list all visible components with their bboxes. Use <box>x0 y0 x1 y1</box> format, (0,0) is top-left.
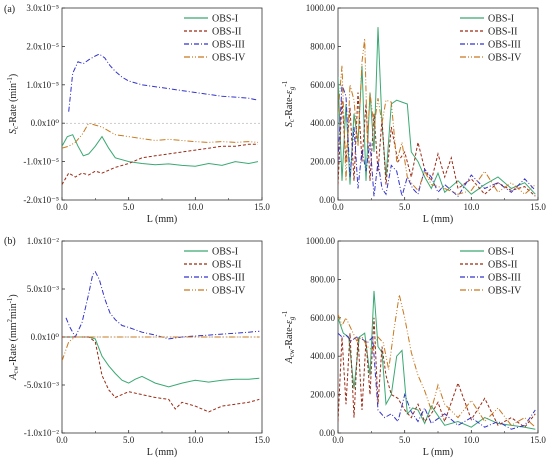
x-axis-label: L (mm) <box>147 214 177 225</box>
series-line-obs-ii <box>338 317 536 428</box>
y-tick-label: 1000.00 <box>306 3 336 13</box>
y-tick-label: 600.00 <box>310 80 335 90</box>
x-tick-label: 15.0 <box>530 435 546 445</box>
svg-text:Acw-Rate (mm2min-1): Acw-Rate (mm2min-1) <box>6 294 20 381</box>
x-tick-label: 5.0 <box>399 202 411 212</box>
y-tick-label: 1.0x10⁻⁵ <box>26 80 59 90</box>
x-axis-label: L (mm) <box>423 214 453 225</box>
series-line-obs-iii <box>338 332 536 430</box>
x-tick-label: 10.0 <box>187 202 203 212</box>
series-group <box>338 290 536 430</box>
series-line-obs-i <box>62 336 260 388</box>
x-tick-label: 5.0 <box>123 435 135 445</box>
legend-entry: OBS-II <box>488 27 517 38</box>
legend-entry: OBS-I <box>212 247 238 258</box>
y-axis-label: Sc-Rate (min-1)S_c-Rate (min⁻¹) <box>6 74 20 134</box>
svg-text:Acw-Rate-εg-1: Acw-Rate-εg-1 <box>281 310 296 364</box>
chart-a-right: 0.0 5.0 10.0 15.0 0.00 200.00 400.00 600.00 800.… <box>281 3 546 225</box>
x-tick-label: 5.0 <box>399 435 411 445</box>
series-line-obs-iv <box>62 122 259 149</box>
series-line-obs-ii <box>338 92 536 197</box>
y-axis-label: Acw-Rate (mm2min-1)A_cw-Rate (mm²min⁻¹) <box>6 294 20 381</box>
y-tick-label: 200.00 <box>310 390 335 400</box>
svg-text:Sc-Rate-εg-1: Sc-Rate-εg-1 <box>281 80 296 127</box>
legend-entry: OBS-II <box>212 260 241 271</box>
series-line-obs-iv <box>338 38 536 195</box>
legend-entry: OBS-IV <box>488 286 522 297</box>
y-axis-label: Sc-Rate-εg-1S_c-Rate-ε_g^(-1) <box>281 80 296 127</box>
legend-entry: OBS-IV <box>212 286 246 297</box>
panel-label-b: (b) <box>4 236 16 247</box>
chart-b-left: 0.0 5.0 10.0 15.0 -1.0x10⁻² -5.0x10⁻³ 0.0x10⁰ 5… <box>6 236 270 458</box>
series-line-obs-iii <box>338 84 536 197</box>
legend-entry: OBS-II <box>212 27 241 38</box>
y-tick-label: 0.0x10⁰ <box>31 332 60 342</box>
y-tick-label: 600.00 <box>310 313 335 323</box>
x-tick-label: 0.0 <box>332 202 344 212</box>
x-tick-label: 10.0 <box>463 202 479 212</box>
y-tick-label: 400.00 <box>310 118 335 128</box>
x-tick-label: 10.0 <box>463 435 479 445</box>
x-tick-label: 0.0 <box>56 202 68 212</box>
chart-a-left: 0.0 5.0 10.0 15.0 -2.0x10⁻⁵ -1.0x10⁻⁵ 0.0x10⁰ 1… <box>6 3 270 225</box>
x-axis-label: L (mm) <box>423 447 453 458</box>
series-line-obs-i <box>62 134 259 167</box>
legend-entry: OBS-I <box>488 247 514 258</box>
legend-entry: OBS-I <box>488 14 514 25</box>
series-line-obs-i <box>338 290 536 430</box>
y-tick-label: 0.0x10⁰ <box>31 118 60 128</box>
y-tick-label: 200.00 <box>310 157 335 167</box>
series-line-obs-iv <box>62 336 260 362</box>
series-group <box>338 27 536 197</box>
legend-entry: OBS-II <box>488 260 517 271</box>
panel-label-a: (a) <box>4 4 15 15</box>
series-line-obs-ii <box>62 336 260 413</box>
x-tick-label: 10.0 <box>187 435 203 445</box>
y-tick-label: -1.0x10⁻⁵ <box>23 157 59 167</box>
legend-entry: OBS-III <box>212 273 245 284</box>
y-tick-label: 5.0x10⁻³ <box>27 284 60 294</box>
x-tick-label: 0.0 <box>56 435 68 445</box>
series-line-obs-iii <box>68 53 259 112</box>
x-tick-label: 15.0 <box>254 435 270 445</box>
series-group <box>62 53 259 185</box>
y-tick-label: 1000.00 <box>306 236 336 246</box>
x-tick-label: 15.0 <box>254 202 270 212</box>
y-tick-label: 0.00 <box>319 428 335 438</box>
y-tick-label: -5.0x10⁻³ <box>24 380 59 390</box>
y-tick-label: 1.0x10⁻² <box>27 236 60 246</box>
legend-entry: OBS-III <box>212 40 245 51</box>
legend-entry: OBS-I <box>212 14 238 25</box>
legend-entry: OBS-IV <box>212 53 246 64</box>
x-axis-label: L (mm) <box>147 447 177 458</box>
legend-entry: OBS-IV <box>488 53 522 64</box>
y-tick-label: -2.0x10⁻⁵ <box>23 195 59 205</box>
y-tick-label: 800.00 <box>310 41 335 51</box>
series-group <box>62 270 260 413</box>
y-tick-label: 400.00 <box>310 351 335 361</box>
y-tick-label: 800.00 <box>310 274 335 284</box>
x-tick-label: 0.0 <box>332 435 344 445</box>
y-tick-label: 2.0x10⁻⁵ <box>26 41 59 51</box>
y-tick-label: 0.00 <box>319 195 335 205</box>
series-line-obs-iii <box>65 270 260 340</box>
legend-entry: OBS-III <box>488 40 521 51</box>
y-axis-label: Acw-Rate-εg-1A_cw-Rate-ε_g^(-1) <box>281 310 296 364</box>
y-tick-label: 3.0x10⁻⁵ <box>26 3 59 13</box>
y-tick-label: -1.0x10⁻² <box>24 428 59 438</box>
svg-text:Sc-Rate (min-1): Sc-Rate (min-1) <box>6 74 20 134</box>
x-tick-label: 15.0 <box>530 202 546 212</box>
chart-b-right: 0.0 5.0 10.0 15.0 0.00 200.00 400.00 600.00 800.… <box>281 236 546 458</box>
x-tick-label: 5.0 <box>123 202 135 212</box>
legend-entry: OBS-III <box>488 273 521 284</box>
